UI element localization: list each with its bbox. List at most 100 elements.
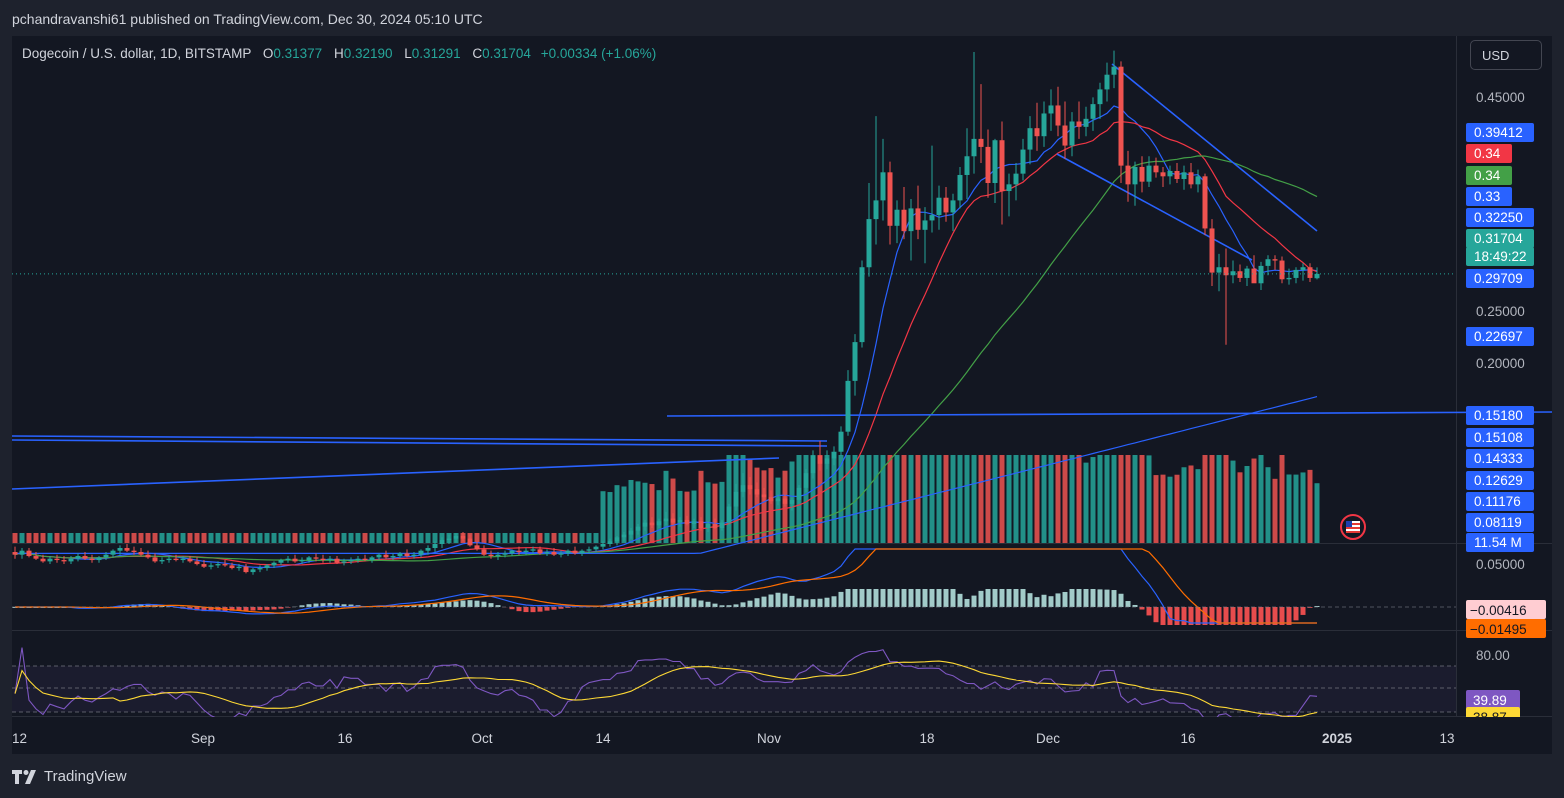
price-label-text: 0.39412 bbox=[1474, 125, 1523, 140]
volume-bar bbox=[96, 533, 102, 543]
macd-histogram-bar bbox=[488, 603, 494, 607]
candle-body bbox=[936, 197, 942, 216]
candlestick-chart[interactable]: 0.45000 0.25000 0.20000 0.05000 80.00 0.39412… bbox=[12, 36, 1552, 754]
symbol-name[interactable]: Dogecoin / U.S. dollar, 1D, BITSTAMP bbox=[22, 46, 252, 61]
volume-bar bbox=[432, 533, 438, 543]
volume-bar bbox=[957, 455, 963, 543]
candle-body bbox=[544, 552, 550, 554]
candle-body bbox=[880, 172, 886, 201]
y-tick-label: 0.25000 bbox=[1476, 304, 1525, 319]
macd-histogram-bar bbox=[1146, 607, 1152, 616]
volume-bar bbox=[33, 533, 39, 543]
candle-body bbox=[789, 499, 795, 504]
macd-histogram-bar bbox=[1020, 589, 1026, 607]
candle-body bbox=[285, 558, 291, 561]
candle-body bbox=[1223, 267, 1229, 276]
volume-bar bbox=[992, 455, 998, 543]
candle-body bbox=[551, 552, 557, 555]
macd-histogram-bar bbox=[530, 607, 536, 613]
candle-body bbox=[950, 200, 956, 213]
volume-bar bbox=[1111, 455, 1117, 543]
volume-bar bbox=[1048, 455, 1054, 543]
x-tick-label: 16 bbox=[337, 731, 352, 746]
macd-histogram-bar bbox=[1013, 589, 1019, 607]
volume-bar bbox=[117, 533, 123, 543]
macd-histogram-bar bbox=[1188, 607, 1194, 625]
price-label-box bbox=[1466, 533, 1534, 552]
macd-histogram-bar bbox=[985, 589, 991, 607]
volume-bar bbox=[936, 455, 942, 543]
volume-bar bbox=[40, 533, 46, 543]
macd-histogram-bar bbox=[1083, 589, 1089, 607]
currency-button[interactable]: USD bbox=[1470, 40, 1542, 70]
brand-name: TradingView bbox=[44, 768, 127, 785]
macd-layer bbox=[12, 589, 1320, 625]
macd-histogram-bar bbox=[1160, 607, 1166, 625]
candle-body bbox=[439, 539, 445, 544]
candle-body bbox=[1300, 267, 1306, 270]
candle-body bbox=[1076, 121, 1082, 127]
volume-bar bbox=[922, 455, 928, 543]
candle-body bbox=[75, 556, 81, 559]
volume-bar bbox=[712, 483, 718, 543]
volume-bar bbox=[1160, 474, 1166, 543]
macd-histogram-bar bbox=[1279, 607, 1285, 625]
price-label-text: 0.12629 bbox=[1474, 473, 1523, 488]
candle-body bbox=[1230, 271, 1236, 276]
volume-bar bbox=[1076, 455, 1082, 543]
tradingview-brand[interactable]: TradingView bbox=[12, 768, 127, 785]
macd-histogram-bar bbox=[404, 605, 410, 607]
candle-body bbox=[82, 556, 88, 559]
x-tick-label: Nov bbox=[757, 731, 781, 746]
candle-body bbox=[26, 550, 32, 557]
candle-body bbox=[831, 451, 837, 459]
macd-histogram-bar bbox=[901, 589, 907, 607]
volume-bar bbox=[82, 533, 88, 543]
macd-histogram-bar bbox=[908, 589, 914, 607]
open-label: O bbox=[262, 46, 274, 61]
volume-bar bbox=[54, 533, 60, 543]
volume-bar bbox=[229, 533, 235, 543]
candle-body bbox=[579, 550, 585, 554]
volume-bar bbox=[271, 533, 277, 543]
price-label-text: 0.31704 bbox=[1474, 231, 1523, 246]
volume-bar bbox=[89, 533, 95, 543]
candle-body bbox=[901, 209, 907, 232]
candle-body bbox=[1083, 118, 1089, 127]
candle-body bbox=[803, 473, 809, 488]
chart-area[interactable]: 0.45000 0.25000 0.20000 0.05000 80.00 0.39412… bbox=[12, 36, 1552, 754]
candle-body bbox=[418, 550, 424, 555]
volume-bar bbox=[1258, 455, 1264, 543]
volume-bar bbox=[404, 533, 410, 543]
candle-body bbox=[12, 552, 18, 555]
macd-histogram-bar bbox=[971, 595, 977, 607]
volume-bar bbox=[971, 455, 977, 543]
macd-histogram-bar bbox=[978, 590, 984, 607]
macd-histogram-bar bbox=[1062, 591, 1068, 607]
volume-bar bbox=[929, 455, 935, 543]
volume-bar bbox=[495, 533, 501, 543]
candle-body bbox=[1069, 121, 1075, 146]
candle-body bbox=[334, 558, 340, 563]
volume-bar bbox=[719, 481, 725, 543]
macd-histogram-bar bbox=[460, 600, 466, 607]
candle-body bbox=[1041, 113, 1047, 137]
candle-body bbox=[229, 565, 235, 569]
candle-body bbox=[278, 560, 284, 563]
candle-body bbox=[978, 138, 984, 147]
us-flag-events-icon[interactable] bbox=[1340, 514, 1366, 540]
volume-bar bbox=[600, 491, 606, 543]
volume-bar bbox=[61, 533, 67, 543]
volume-bar bbox=[782, 470, 788, 543]
macd-histogram-bar bbox=[313, 603, 319, 607]
macd-histogram-bar bbox=[187, 607, 193, 610]
macd-histogram-bar bbox=[887, 589, 893, 607]
macd-histogram-bar bbox=[124, 605, 130, 607]
candle-body bbox=[502, 553, 508, 555]
candle-body bbox=[1216, 267, 1222, 273]
volume-bar bbox=[355, 533, 361, 543]
macd-histogram-bar bbox=[691, 598, 697, 607]
candle-body bbox=[201, 564, 207, 567]
macd-histogram-bar bbox=[432, 603, 438, 607]
macd-histogram-bar bbox=[1258, 607, 1264, 625]
